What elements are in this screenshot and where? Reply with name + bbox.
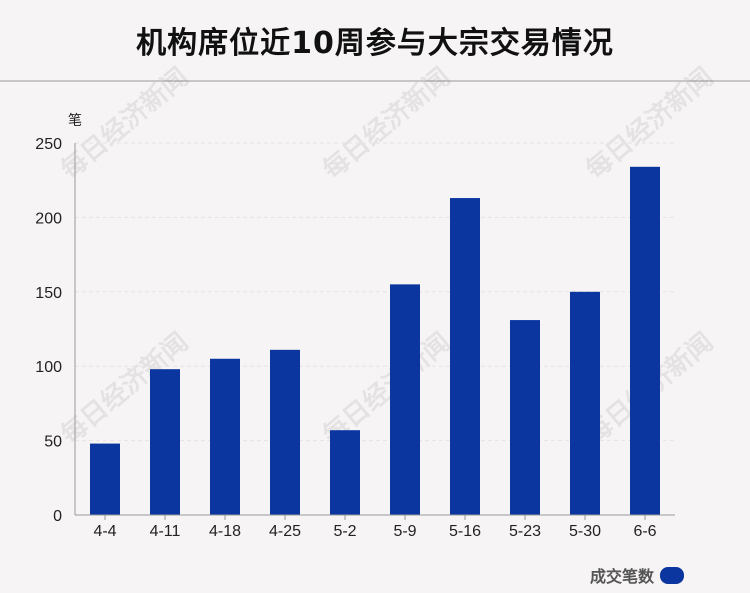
x-tick-label: 5-23 xyxy=(509,523,541,540)
y-tick-labels: 0 50 100 150 200 250 xyxy=(35,136,62,525)
x-tick-labels: 4-4 4-11 4-18 4-25 5-2 5-9 5-16 5-23 5-30 6-6 xyxy=(93,515,657,540)
axes xyxy=(74,143,675,516)
bar-4-25 xyxy=(270,349,300,515)
bar-4-18 xyxy=(210,358,240,515)
y-tick-label: 50 xyxy=(44,434,62,451)
x-tick-label: 4-18 xyxy=(209,523,241,540)
bar-5-16 xyxy=(450,198,480,515)
bar-4-11 xyxy=(150,369,180,515)
x-tick-label: 5-2 xyxy=(333,523,356,540)
x-tick-label: 5-9 xyxy=(393,523,416,540)
x-tick-label: 4-25 xyxy=(269,523,301,540)
chart-title: 机构席位近10周参与大宗交易情况 xyxy=(136,26,614,61)
bar-5-30 xyxy=(570,291,600,515)
x-tick-label: 5-16 xyxy=(449,523,481,540)
bar-5-23 xyxy=(510,320,540,515)
bars xyxy=(90,166,660,516)
bar-6-6 xyxy=(630,166,660,516)
watermark-text: 每日经济新闻 xyxy=(317,61,456,185)
y-tick-label: 250 xyxy=(35,136,62,153)
y-tick-label: 200 xyxy=(35,210,62,227)
y-tick-label: 100 xyxy=(35,359,62,376)
y-axis-unit: 笔 xyxy=(68,113,82,129)
legend-label: 成交笔数 xyxy=(590,567,655,586)
y-tick-label: 0 xyxy=(53,508,62,525)
x-tick-label: 4-11 xyxy=(150,523,181,540)
x-tick-label: 4-4 xyxy=(93,523,116,540)
title-divider xyxy=(0,80,750,82)
bar-4-4 xyxy=(90,443,120,515)
legend: 成交笔数 xyxy=(590,564,685,586)
y-tick-label: 150 xyxy=(35,285,62,302)
bar-5-2 xyxy=(330,430,360,515)
x-tick-label: 6-6 xyxy=(633,523,656,540)
legend-swatch xyxy=(660,566,685,584)
bar-5-9 xyxy=(390,284,420,515)
x-tick-label: 5-30 xyxy=(569,523,601,540)
